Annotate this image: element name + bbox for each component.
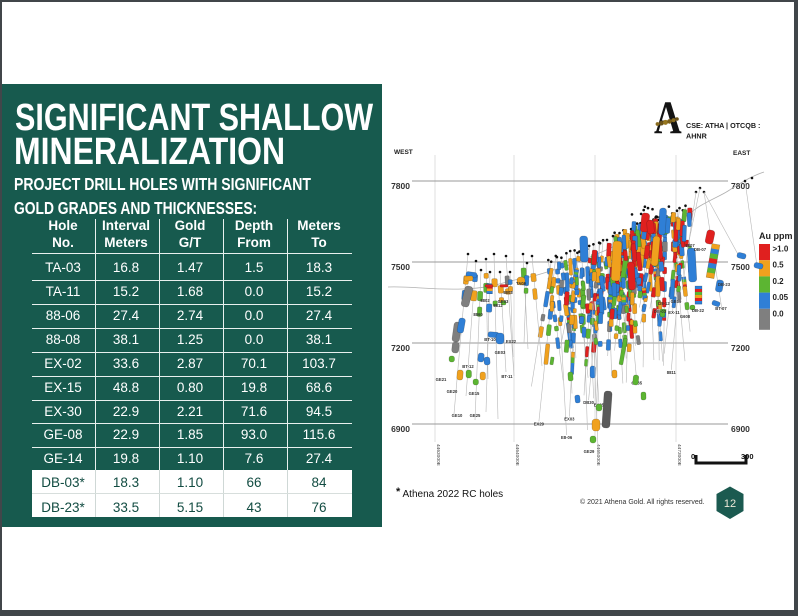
svg-text:EAST: EAST	[733, 150, 750, 157]
svg-text:8860: 8860	[473, 312, 483, 317]
svg-text:GE03: GE03	[495, 350, 506, 355]
svg-text:8803: 8803	[503, 290, 513, 295]
svg-text:BT-07: BT-07	[715, 306, 727, 311]
svg-text:8811: 8811	[667, 370, 677, 375]
svg-text:7800: 7800	[731, 181, 750, 191]
svg-text:GE10: GE10	[452, 413, 463, 418]
svg-text:TA09: TA09	[516, 281, 527, 286]
svg-text:DB30: DB30	[583, 400, 594, 405]
svg-text:BT-11: BT-11	[501, 374, 513, 379]
svg-text:D8-12: D8-12	[658, 301, 670, 306]
svg-text:0.5: 0.5	[773, 261, 785, 270]
svg-text:6900: 6900	[731, 424, 750, 434]
svg-text:4465000E: 4465000E	[595, 444, 601, 466]
svg-text:7500: 7500	[391, 262, 410, 272]
svg-text:7200: 7200	[391, 343, 410, 353]
svg-text:7500: 7500	[731, 262, 750, 272]
svg-text:GE20: GE20	[447, 389, 458, 394]
svg-text:GE29: GE29	[584, 449, 595, 454]
svg-text:DB-23: DB-23	[718, 282, 731, 287]
svg-text:CSE: ATHA | OTCQB :: CSE: ATHA | OTCQB :	[686, 121, 760, 130]
svg-text:8802: 8802	[480, 298, 490, 303]
svg-text:DB-07: DB-07	[694, 247, 707, 252]
svg-text:Au ppm: Au ppm	[759, 231, 793, 241]
svg-text:BT-10: BT-10	[484, 337, 496, 342]
svg-text:4463000E: 4463000E	[435, 444, 441, 466]
svg-text:DB-03: DB-03	[654, 309, 667, 314]
svg-text:>1.0: >1.0	[773, 245, 789, 254]
svg-text:E8-06: E8-06	[561, 435, 573, 440]
svg-text:EX22: EX22	[506, 339, 517, 344]
svg-text:8807: 8807	[685, 243, 695, 248]
svg-text:GE21: GE21	[436, 377, 447, 382]
svg-text:6900: 6900	[391, 424, 410, 434]
svg-text:G608: G608	[680, 314, 691, 319]
svg-text:GE03: GE03	[498, 299, 509, 304]
svg-text:4464000E: 4464000E	[514, 444, 520, 466]
svg-text:WEST: WEST	[394, 149, 413, 156]
svg-text:GE15: GE15	[469, 391, 480, 396]
svg-text:0.05: 0.05	[773, 293, 789, 302]
svg-text:DB-22: DB-22	[692, 308, 705, 313]
svg-text:EX29: EX29	[534, 422, 545, 427]
svg-text:0.2: 0.2	[773, 277, 785, 286]
svg-text:EX03: EX03	[564, 417, 575, 422]
svg-text:8812: 8812	[493, 303, 503, 308]
svg-text:7800: 7800	[391, 181, 410, 191]
svg-text:AHNR: AHNR	[686, 132, 708, 141]
svg-text:0: 0	[691, 452, 695, 461]
svg-text:12: 12	[724, 498, 736, 510]
svg-text:GE09: GE09	[671, 299, 682, 304]
svg-text:4473000E: 4473000E	[676, 444, 682, 466]
svg-text:7200: 7200	[731, 343, 750, 353]
svg-text:0.0: 0.0	[773, 309, 785, 318]
svg-text:EX-11: EX-11	[668, 310, 680, 315]
svg-text:GE25: GE25	[470, 413, 481, 418]
svg-text:BT-12: BT-12	[462, 364, 474, 369]
